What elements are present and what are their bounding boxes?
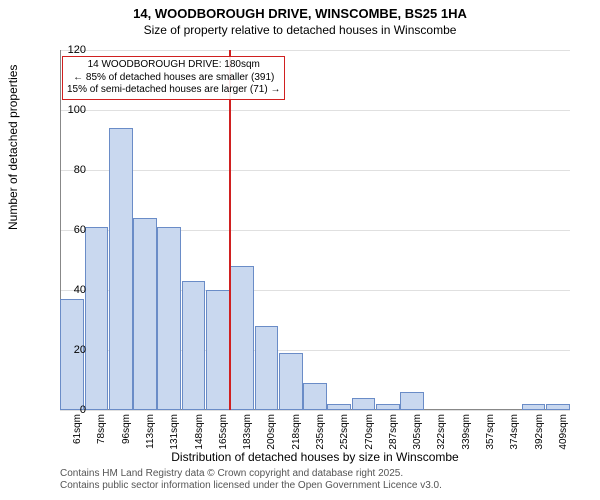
histogram-bar: [230, 266, 254, 410]
histogram-bar: [522, 404, 546, 410]
chart-footer: Contains HM Land Registry data © Crown c…: [60, 468, 442, 492]
histogram-bar: [206, 290, 230, 410]
annotation-box: 14 WOODBOROUGH DRIVE: 180sqm← 85% of det…: [62, 56, 285, 100]
histogram-bar: [255, 326, 279, 410]
histogram-bar: [376, 404, 400, 410]
chart-container: 14, WOODBOROUGH DRIVE, WINSCOMBE, BS25 1…: [0, 0, 600, 500]
gridline: [60, 410, 570, 411]
histogram-bar: [157, 227, 181, 410]
bars-group: [60, 50, 570, 410]
y-tick-label: 40: [46, 284, 86, 296]
histogram-bar: [182, 281, 206, 410]
plot-area: 61sqm78sqm96sqm113sqm131sqm148sqm165sqm1…: [60, 50, 570, 410]
x-axis-label: Distribution of detached houses by size …: [60, 450, 570, 464]
y-tick-label: 0: [46, 404, 86, 416]
histogram-bar: [303, 383, 327, 410]
annotation-line: 15% of semi-detached houses are larger (…: [67, 84, 280, 97]
chart-subtitle: Size of property relative to detached ho…: [0, 23, 600, 41]
chart-title: 14, WOODBOROUGH DRIVE, WINSCOMBE, BS25 1…: [0, 0, 600, 23]
histogram-bar: [352, 398, 376, 410]
y-tick-label: 120: [46, 44, 86, 56]
annotation-line: 14 WOODBOROUGH DRIVE: 180sqm: [67, 59, 280, 72]
y-axis-label: Number of detached properties: [6, 65, 20, 230]
marker-line: [229, 50, 231, 410]
histogram-bar: [400, 392, 424, 410]
histogram-bar: [133, 218, 157, 410]
y-tick-label: 20: [46, 344, 86, 356]
footer-line: Contains HM Land Registry data © Crown c…: [60, 468, 442, 480]
histogram-bar: [85, 227, 109, 410]
histogram-bar: [327, 404, 351, 410]
annotation-line: ← 85% of detached houses are smaller (39…: [67, 72, 280, 85]
y-tick-label: 80: [46, 164, 86, 176]
footer-line: Contains public sector information licen…: [60, 480, 442, 492]
histogram-bar: [279, 353, 303, 410]
y-tick-label: 60: [46, 224, 86, 236]
histogram-bar: [109, 128, 133, 410]
y-tick-label: 100: [46, 104, 86, 116]
histogram-bar: [546, 404, 570, 410]
